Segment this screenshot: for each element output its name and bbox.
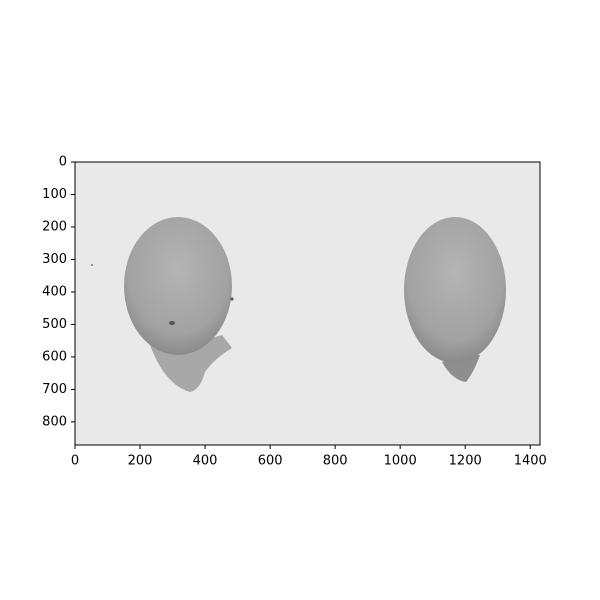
speck [91, 264, 93, 266]
y-tick-label: 600 [42, 349, 67, 364]
y-tick-label: 800 [42, 414, 67, 429]
y-tick-label: 100 [42, 187, 67, 202]
seed [404, 217, 506, 363]
x-tick-label: 400 [193, 454, 218, 469]
seed [124, 217, 232, 355]
y-tick-label: 400 [42, 284, 67, 299]
x-tick-label: 800 [323, 454, 348, 469]
y-tick-label: 300 [42, 252, 67, 267]
axes-frame [74, 161, 541, 446]
y-tick-label: 500 [42, 317, 67, 332]
y-tick-label: 700 [42, 382, 67, 397]
y-tick-label: 0 [59, 155, 67, 170]
x-tick-label: 600 [258, 454, 283, 469]
x-tick-label: 1200 [449, 454, 482, 469]
speck [169, 321, 175, 325]
image [75, 162, 540, 445]
x-tick-label: 1400 [514, 454, 547, 469]
x-tick-label: 200 [128, 454, 153, 469]
x-tick-label: 1000 [384, 454, 417, 469]
y-tick-label: 200 [42, 219, 67, 234]
x-tick-label: 0 [71, 454, 79, 469]
speck [230, 297, 234, 301]
